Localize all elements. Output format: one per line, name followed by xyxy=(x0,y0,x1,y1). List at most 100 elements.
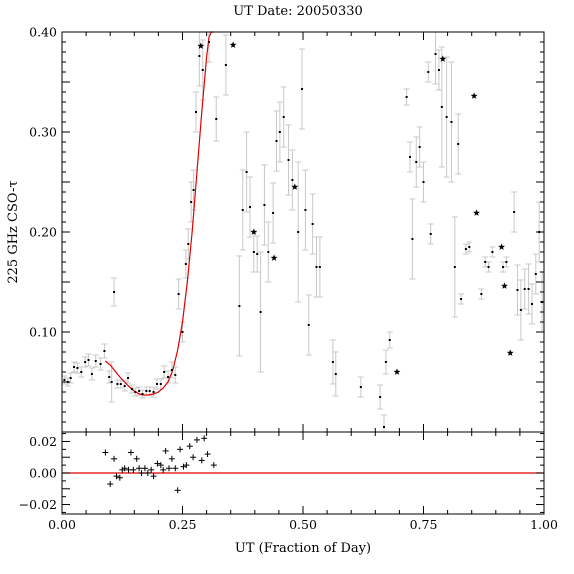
tau-point xyxy=(155,383,158,385)
residual-point xyxy=(154,460,161,467)
residual-point xyxy=(121,465,128,472)
residual-point xyxy=(157,462,164,469)
tau-point xyxy=(134,391,137,393)
residual-point xyxy=(183,462,190,469)
tau-point xyxy=(252,251,255,253)
tau-point xyxy=(238,305,241,307)
x-tick-label: 0.75 xyxy=(410,517,438,532)
tau-point xyxy=(138,390,141,392)
residual-point xyxy=(116,474,123,481)
tau-point xyxy=(113,291,116,293)
tau-point xyxy=(194,111,197,113)
tau-point xyxy=(201,69,204,71)
residual-point xyxy=(148,466,155,473)
tau-point xyxy=(130,388,133,390)
tau-point xyxy=(468,246,471,248)
tau-point xyxy=(311,223,314,225)
tau-point xyxy=(379,396,382,398)
fit-line xyxy=(104,31,214,396)
tau-point xyxy=(73,366,76,368)
tau-point xyxy=(534,273,537,275)
tau-point xyxy=(411,238,414,240)
residual-point xyxy=(162,447,169,454)
tau-point xyxy=(267,251,270,253)
tau-point xyxy=(434,53,437,55)
residual-point xyxy=(102,449,109,456)
tau-point xyxy=(415,161,418,163)
residual-point xyxy=(141,465,148,472)
tau-point xyxy=(145,390,148,392)
residual-point xyxy=(166,465,173,472)
tau-point xyxy=(170,369,173,371)
residual-point xyxy=(210,462,217,469)
tau-star-point xyxy=(393,368,401,375)
tau-point xyxy=(272,212,275,214)
tau-point xyxy=(331,361,334,363)
error-bars xyxy=(61,32,546,432)
residual-point xyxy=(180,463,187,470)
tau-point xyxy=(187,243,190,245)
tau-point xyxy=(110,381,113,383)
tau-point xyxy=(215,118,218,120)
tau-point xyxy=(87,359,90,361)
tau-point xyxy=(359,386,362,388)
tau-point xyxy=(263,204,266,206)
tau-point xyxy=(69,377,72,379)
tau-point xyxy=(445,116,448,118)
residual-point xyxy=(193,436,200,443)
tau-point xyxy=(440,106,443,108)
tau-point xyxy=(278,131,281,133)
residual-point xyxy=(201,435,208,442)
tau-point xyxy=(516,289,519,291)
tau-point xyxy=(116,383,119,385)
tau-star-point xyxy=(229,41,237,48)
x-axis-title: UT (Fraction of Day) xyxy=(235,541,371,556)
tau-point xyxy=(523,288,526,290)
tau-point xyxy=(108,376,111,378)
tau-point xyxy=(453,266,456,268)
tau-point xyxy=(513,211,516,213)
tau-star-point xyxy=(470,92,478,99)
tau-star-point xyxy=(197,42,205,49)
residual-point xyxy=(204,451,211,458)
tau-star-point xyxy=(439,55,447,62)
residual-point xyxy=(198,457,205,464)
tau-point xyxy=(76,367,79,369)
tau-star-point xyxy=(291,183,299,190)
tau-point xyxy=(282,116,285,118)
tau-point xyxy=(487,266,490,268)
fit-curve xyxy=(104,31,214,396)
residual-point xyxy=(168,455,175,462)
y-axis-title: 225 GHz CSO-τ xyxy=(6,180,21,283)
tau-point xyxy=(90,373,93,375)
tau-point xyxy=(505,261,508,263)
tau-star-point xyxy=(501,282,508,289)
tau-point xyxy=(99,363,102,365)
tau-point xyxy=(159,383,162,385)
residual-panel-ticks: 0.00 0.25 0.50 0.75 1.00 −0.02 0.00 0.02 xyxy=(19,432,558,532)
y-tick-label: 0.30 xyxy=(29,125,57,140)
tau-point xyxy=(382,426,385,428)
tau-point xyxy=(464,248,467,250)
tau-point xyxy=(334,373,337,375)
tau-point xyxy=(241,209,244,211)
residual-point xyxy=(130,466,137,473)
residual-point xyxy=(186,443,193,450)
y-tick-label: −0.02 xyxy=(19,497,57,512)
tau-point xyxy=(318,266,321,268)
tau-star-point xyxy=(473,209,480,216)
residual-point xyxy=(133,455,140,462)
residual-point xyxy=(190,454,197,461)
tau-star-point xyxy=(250,228,258,235)
tau-point xyxy=(480,293,483,295)
tau-point xyxy=(519,309,522,311)
tau-star-point xyxy=(506,349,514,356)
tau-point xyxy=(422,181,425,183)
tau-point xyxy=(530,303,533,305)
tau-point xyxy=(484,261,487,263)
tau-point xyxy=(167,376,170,378)
tau-point xyxy=(315,266,318,268)
y-tick-label: 0.02 xyxy=(29,434,57,449)
tau-point xyxy=(388,339,391,341)
